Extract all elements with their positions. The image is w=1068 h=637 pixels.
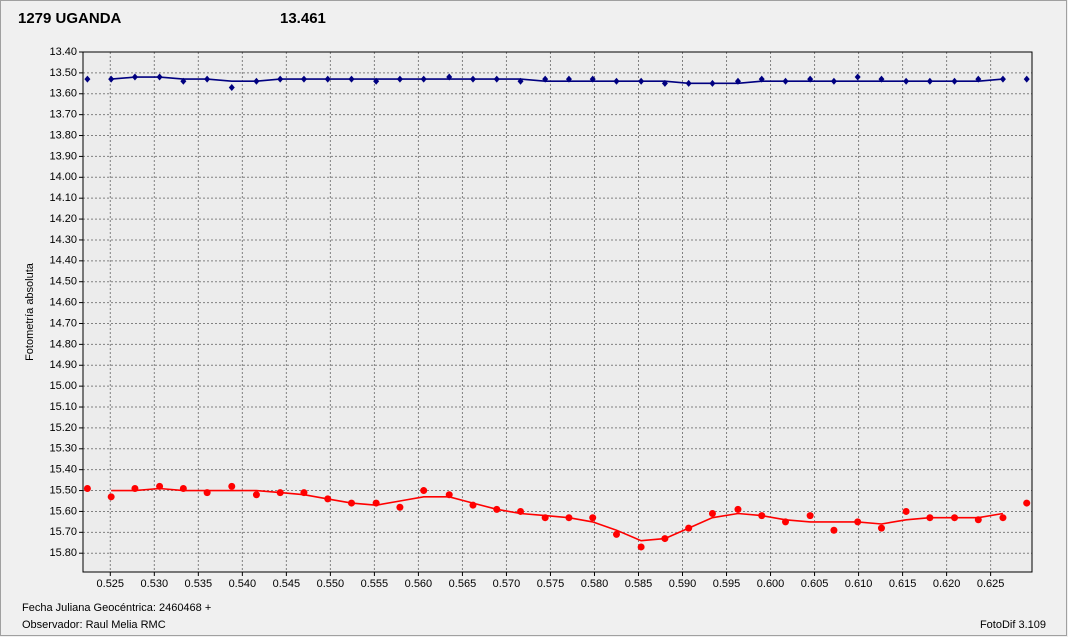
y-tick-label: 14.90 (49, 359, 77, 371)
point (902, 507, 910, 515)
point (877, 524, 885, 532)
chart-subtitle: 13.461 (280, 10, 326, 27)
y-tick-label: 14.60 (49, 297, 77, 309)
point (854, 73, 861, 81)
point (107, 493, 115, 501)
x-tick-label: 0.530 (141, 578, 169, 590)
point (228, 482, 236, 490)
y-tick-label: 14.00 (49, 171, 77, 183)
x-tick-label: 0.570 (493, 578, 521, 590)
point (999, 514, 1007, 522)
x-tick-label: 0.540 (229, 578, 257, 590)
point (396, 503, 404, 511)
y-tick-label: 14.80 (49, 338, 77, 350)
y-tick-label: 14.70 (49, 317, 77, 329)
point (708, 510, 716, 518)
x-tick-label: 0.595 (713, 578, 741, 590)
y-tick-label: 15.00 (49, 380, 77, 392)
y-tick-label: 15.50 (49, 484, 77, 496)
point (589, 514, 597, 522)
x-tick-label: 0.615 (889, 578, 917, 590)
y-tick-label: 13.60 (49, 88, 77, 100)
y-tick-label: 13.40 (49, 46, 77, 58)
y-tick-label: 13.70 (49, 109, 77, 121)
point (1023, 499, 1031, 507)
point (806, 512, 814, 520)
fit-line (111, 487, 1004, 542)
plot-area (83, 52, 1032, 572)
x-tick-label: 0.620 (933, 578, 961, 590)
point (612, 530, 620, 538)
x-tick-label: 0.590 (669, 578, 697, 590)
y-tick-label: 15.20 (49, 422, 77, 434)
x-tick-label: 0.545 (273, 578, 301, 590)
x-tick-label: 0.605 (801, 578, 829, 590)
y-tick-label: 14.20 (49, 213, 77, 225)
y-tick-label: 15.30 (49, 443, 77, 455)
x-tick-label: 0.550 (317, 578, 345, 590)
software: FotoDif 3.109 (980, 619, 1046, 631)
y-tick-label: 13.90 (49, 150, 77, 162)
x-tick-label: 0.585 (625, 578, 653, 590)
y-tick-label: 14.30 (49, 234, 77, 246)
y-tick-label: 15.70 (49, 526, 77, 538)
point (228, 84, 235, 92)
y-axis-label: Fotometría absoluta (24, 262, 36, 361)
point (420, 487, 428, 495)
y-tick-label: 15.80 (49, 547, 77, 559)
x-tick-label: 0.525 (97, 578, 125, 590)
y-tick-label: 15.10 (49, 401, 77, 413)
chart-title: 1279 UGANDA (18, 10, 122, 27)
point (734, 505, 742, 513)
y-tick-label: 13.80 (49, 129, 77, 141)
x-tick-label: 0.565 (449, 578, 477, 590)
x-tick-label: 0.560 (405, 578, 433, 590)
fit-line (111, 76, 1003, 85)
point (637, 543, 645, 551)
x-tick-label: 0.575 (537, 578, 565, 590)
y-tick-label: 15.40 (49, 464, 77, 476)
point (1023, 75, 1030, 83)
y-tick-label: 15.60 (49, 505, 77, 517)
observer: Observador: Raul Melia RMC (22, 619, 166, 631)
point (84, 75, 91, 83)
point (999, 75, 1006, 83)
point (830, 526, 838, 534)
x-note: Fecha Juliana Geocéntrica: 2460468 + (22, 602, 211, 614)
point (252, 491, 260, 499)
x-tick-label: 0.600 (757, 578, 785, 590)
x-tick-label: 0.555 (361, 578, 389, 590)
y-tick-label: 14.10 (49, 192, 77, 204)
point (108, 75, 115, 83)
x-tick-label: 0.625 (977, 578, 1005, 590)
y-tick-label: 13.50 (49, 67, 77, 79)
y-tick-label: 14.40 (49, 255, 77, 267)
y-tick-label: 14.50 (49, 276, 77, 288)
x-tick-label: 0.580 (581, 578, 609, 590)
x-tick-label: 0.610 (845, 578, 873, 590)
plot-border (82, 51, 1033, 573)
x-tick-label: 0.535 (185, 578, 213, 590)
point (83, 484, 91, 492)
